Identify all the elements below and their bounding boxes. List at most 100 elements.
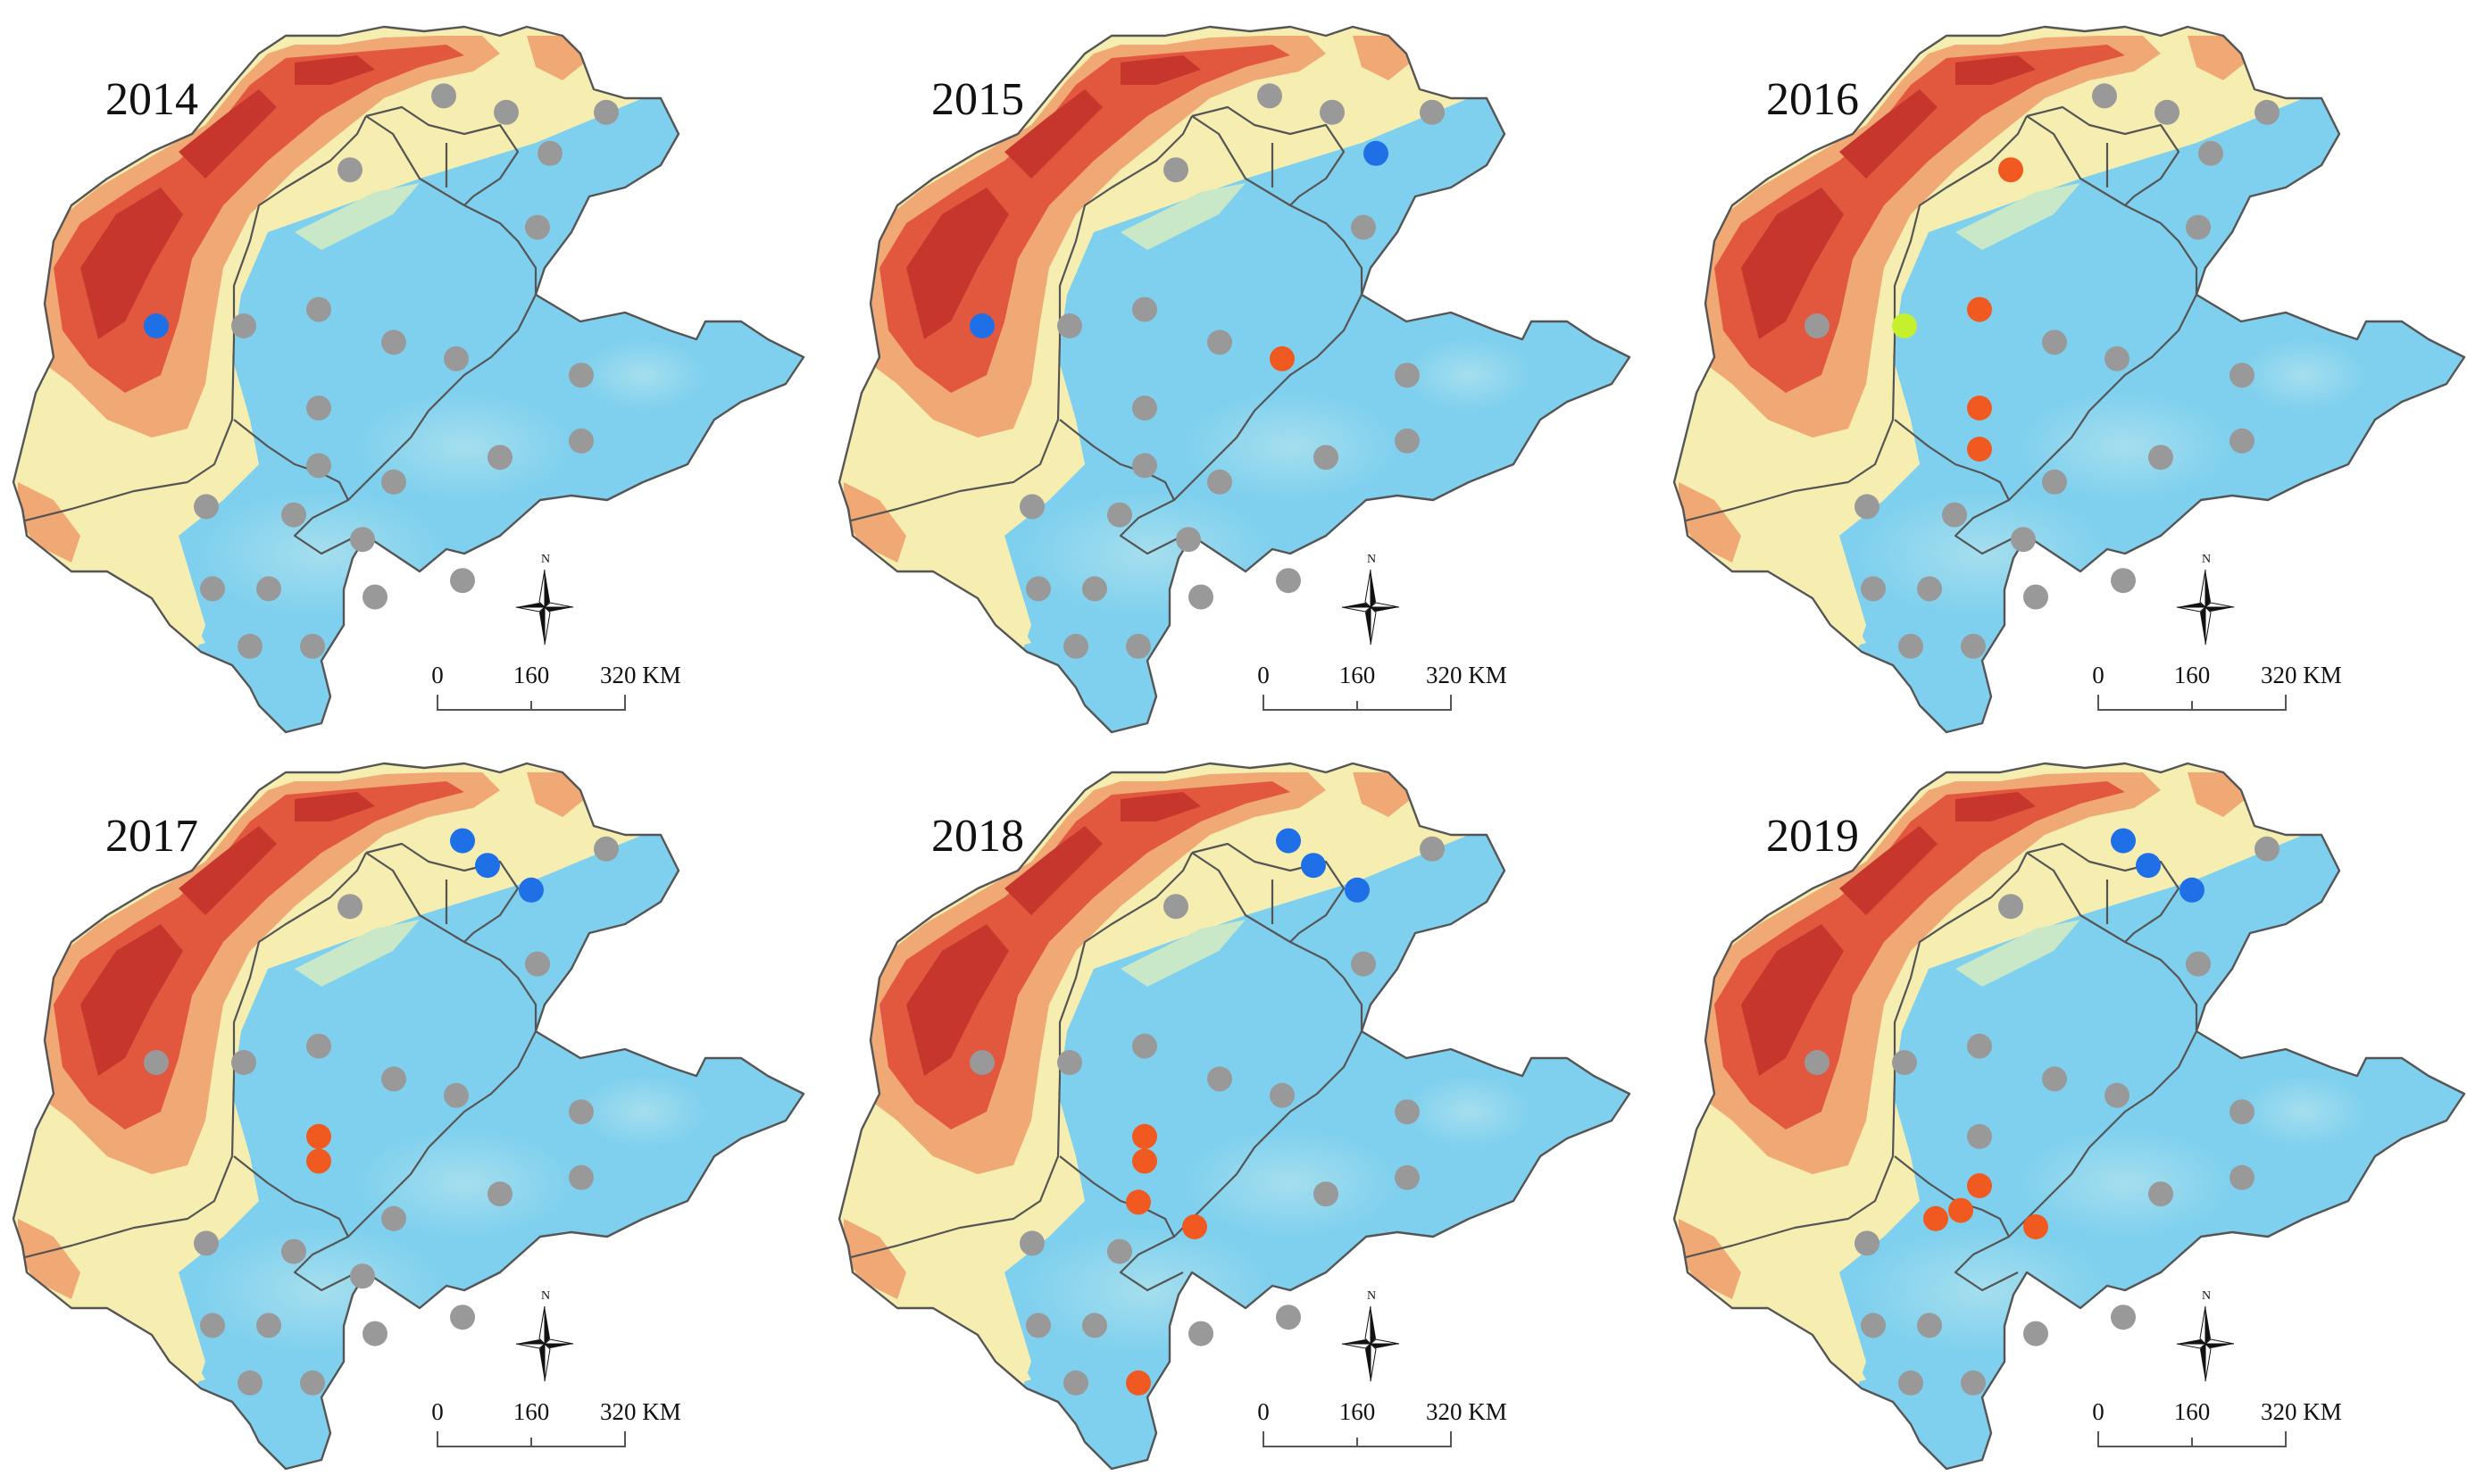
site-marker-gray: [2023, 1321, 2048, 1346]
site-marker-orange: [1182, 1214, 1207, 1239]
scale-label: 320 KM: [2261, 1398, 2342, 1425]
site-marker-gray: [1107, 502, 1132, 528]
site-marker-gray: [281, 502, 306, 528]
site-marker-orange: [1132, 1123, 1157, 1149]
site-marker-gray: [2229, 363, 2254, 388]
site-marker-gray: [2229, 1099, 2254, 1125]
site-marker-gray: [525, 214, 550, 240]
site-marker-gray: [970, 1050, 995, 1075]
site-marker-orange: [306, 1148, 331, 1174]
site-marker-gray: [1057, 313, 1082, 338]
site-marker-gray: [2042, 469, 2067, 495]
site-marker-gray: [1313, 1181, 1338, 1207]
north-letter: N: [2202, 1289, 2211, 1303]
map-panel-2017: 2017 N 0 160 320 KM: [0, 737, 821, 1484]
site-marker-gray: [2254, 836, 2279, 862]
site-marker-gray: [569, 363, 594, 388]
site-markers: [970, 83, 1445, 659]
site-marker-gray: [1026, 1313, 1051, 1338]
site-marker-gray: [2186, 214, 2211, 240]
site-marker-gray: [200, 1313, 225, 1338]
scale-label: 0: [431, 1398, 444, 1425]
site-marker-gray: [2023, 584, 2048, 610]
site-marker-gray: [231, 1050, 256, 1075]
north-arrow-icon: N: [1341, 553, 1400, 646]
site-marker-gray: [1188, 1321, 1213, 1346]
site-marker-gray: [488, 445, 513, 471]
scale-label: 160: [1339, 662, 1376, 688]
site-marker-gray: [1126, 633, 1151, 659]
site-marker-gray: [1026, 576, 1051, 602]
site-marker-gray: [363, 1321, 388, 1346]
north-letter: N: [1367, 553, 1376, 566]
site-marker-gray: [1207, 469, 1232, 495]
site-marker-gray: [144, 1050, 169, 1075]
north-arrow-icon: N: [2176, 1289, 2235, 1382]
site-marker-gray: [381, 1205, 406, 1231]
site-marker-gray: [594, 836, 619, 862]
scale-label: 160: [513, 1398, 550, 1425]
site-marker-orange: [1270, 346, 1295, 371]
site-marker-gray: [450, 568, 475, 594]
site-marker-gray: [1942, 502, 1967, 528]
site-marker-blue: [1363, 140, 1388, 166]
site-marker-blue: [2179, 877, 2204, 903]
scale-label: 320 KM: [1426, 1398, 1507, 1425]
site-marker-gray: [1998, 894, 2023, 920]
site-marker-gray: [569, 428, 594, 454]
site-marker-gray: [494, 99, 519, 125]
site-marker-gray: [2104, 1082, 2129, 1108]
site-marker-gray: [2154, 99, 2179, 125]
site-marker-gray: [306, 396, 331, 421]
site-marker-orange: [1126, 1189, 1151, 1215]
site-markers: [144, 828, 619, 1396]
site-marker-gray: [1207, 1066, 1232, 1092]
year-label: 2014: [105, 74, 198, 125]
site-marker-gray: [1176, 527, 1201, 553]
site-marker-gray: [2148, 445, 2173, 471]
site-marker-gray: [300, 633, 325, 659]
site-marker-orange: [306, 1123, 331, 1149]
site-marker-gray: [1961, 1370, 1986, 1396]
scale-bar: 0 160 320 KM: [1257, 662, 1507, 711]
site-marker-orange: [1967, 437, 1992, 462]
site-marker-lime: [1892, 313, 1917, 338]
site-marker-gray: [2111, 568, 2136, 594]
site-marker-gray: [1804, 313, 1829, 338]
site-marker-gray: [1961, 633, 1986, 659]
site-marker-gray: [231, 313, 256, 338]
site-marker-gray: [1395, 1164, 1420, 1190]
scale-label: 160: [513, 662, 550, 688]
site-marker-gray: [2011, 527, 2036, 553]
scale-label: 0: [1257, 1398, 1270, 1425]
scale-bar: 0 160 320 KM: [431, 1398, 681, 1447]
scale-label: 320 KM: [1426, 662, 1507, 688]
site-marker-blue: [450, 828, 475, 854]
site-marker-blue: [970, 313, 995, 338]
site-marker-gray: [1351, 214, 1376, 240]
scale-label: 0: [2092, 662, 2104, 688]
site-marker-gray: [2198, 140, 2223, 166]
site-marker-gray: [1270, 1082, 1295, 1108]
site-marker-gray: [1892, 1050, 1917, 1075]
site-marker-gray: [200, 576, 225, 602]
site-marker-orange: [1948, 1197, 1973, 1223]
site-marker-gray: [1854, 494, 1879, 520]
site-markers: [970, 828, 1445, 1396]
site-marker-gray: [1917, 1313, 1942, 1338]
site-marker-gray: [444, 346, 469, 371]
scale-bar: 0 160 320 KM: [1257, 1398, 1507, 1447]
site-marker-gray: [1320, 99, 1345, 125]
site-marker-gray: [1276, 1305, 1301, 1330]
north-letter: N: [1367, 1289, 1376, 1303]
year-label: 2018: [931, 811, 1024, 862]
site-marker-blue: [519, 877, 544, 903]
site-marker-blue: [2136, 853, 2161, 879]
site-marker-blue: [1301, 853, 1326, 879]
site-marker-gray: [2111, 1305, 2136, 1330]
site-marker-gray: [1132, 396, 1157, 421]
site-markers: [144, 83, 619, 659]
site-marker-gray: [256, 576, 281, 602]
scale-label: 160: [2174, 662, 2211, 688]
